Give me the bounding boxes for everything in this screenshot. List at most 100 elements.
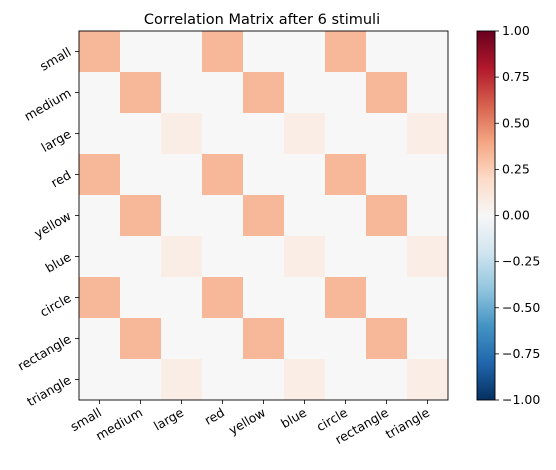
heatmap-cell	[407, 359, 449, 401]
heatmap-cell	[284, 277, 326, 319]
heatmap-cell	[284, 359, 326, 401]
heatmap-cell	[120, 359, 162, 401]
x-tick-label: medium	[93, 405, 145, 444]
y-tick-label: red	[48, 167, 73, 190]
heatmap-cell	[120, 31, 162, 73]
heatmap-cell	[243, 277, 285, 319]
x-tick-label: large	[151, 404, 186, 433]
heatmap-cell	[284, 72, 326, 114]
heatmap-cell	[161, 72, 203, 114]
heatmap-cell	[366, 31, 408, 73]
heatmap-cell	[243, 236, 285, 278]
heatmap-cell	[161, 318, 203, 360]
heatmap-cell	[243, 31, 285, 73]
colorbar	[476, 30, 496, 401]
colorbar-tick-label: −0.75	[502, 346, 540, 361]
heatmap-cell	[79, 72, 121, 114]
heatmap-cell	[407, 236, 449, 278]
heatmap-cell	[202, 195, 244, 237]
heatmap-cell	[120, 277, 162, 319]
y-tick-label: blue	[43, 249, 74, 276]
heatmap-cell	[202, 31, 244, 73]
heatmap-cell	[243, 359, 285, 401]
heatmap-cell	[366, 113, 408, 155]
heatmap-cell	[120, 195, 162, 237]
heatmap-cell	[325, 359, 367, 401]
heatmap-cell	[284, 195, 326, 237]
y-tick-label: rectangle	[15, 331, 74, 374]
x-tick-label: red	[202, 405, 227, 428]
heatmap-cell	[202, 72, 244, 114]
heatmap-cell	[161, 277, 203, 319]
heatmap-cell	[79, 277, 121, 319]
heatmap-cell	[284, 31, 326, 73]
heatmap-cell	[79, 154, 121, 196]
heatmap-cell	[325, 195, 367, 237]
heatmap-cell	[325, 154, 367, 196]
x-tick-label: yellow	[226, 405, 268, 438]
heatmap-cell	[161, 236, 203, 278]
heatmap-cell	[284, 113, 326, 155]
chart-title: Correlation Matrix after 6 stimuli	[144, 12, 380, 28]
y-tick-label: yellow	[31, 208, 73, 241]
heatmap-cell	[79, 318, 121, 360]
heatmap-cell	[366, 195, 408, 237]
heatmap-cell	[366, 277, 408, 319]
y-tick-label: large	[39, 126, 74, 155]
colorbar-tick-label: 1.00	[502, 23, 530, 38]
heatmap-cell	[202, 359, 244, 401]
heatmap-cell	[366, 359, 408, 401]
heatmap-cell	[161, 31, 203, 73]
heatmap-cell	[120, 154, 162, 196]
y-tick-label: triangle	[24, 372, 74, 409]
x-tick-label: triangle	[383, 404, 433, 441]
heatmap-cell	[161, 154, 203, 196]
heatmap-cell	[243, 113, 285, 155]
heatmap-cell	[79, 359, 121, 401]
colorbar-tick-label: 0.25	[502, 161, 530, 176]
heatmap-cell	[407, 113, 449, 155]
heatmap-cell	[120, 236, 162, 278]
colorbar-tick-label: −1.00	[502, 392, 540, 407]
heatmap-cell	[325, 113, 367, 155]
heatmap-cell	[120, 113, 162, 155]
colorbar-tick-label: 0.00	[502, 208, 530, 223]
heatmap-cell	[407, 277, 449, 319]
heatmap-cell	[407, 318, 449, 360]
heatmap-cell	[202, 318, 244, 360]
heatmap-cell	[120, 318, 162, 360]
heatmap-cell	[120, 72, 162, 114]
colorbar-tick-label: −0.25	[502, 254, 540, 269]
heatmap-cell	[407, 31, 449, 73]
heatmap-cell	[366, 72, 408, 114]
heatmap-cell	[325, 72, 367, 114]
heatmap-cell	[325, 31, 367, 73]
heatmap-cell	[161, 113, 203, 155]
heatmap-cell	[366, 318, 408, 360]
heatmap-cell	[243, 195, 285, 237]
heatmap-cell	[202, 277, 244, 319]
heatmap-cell	[325, 236, 367, 278]
colorbar-tick-label: 0.75	[502, 69, 530, 84]
heatmap-cell	[79, 113, 121, 155]
heatmap-cell	[202, 154, 244, 196]
y-tick-label: circle	[37, 290, 74, 320]
heatmap-cell	[243, 318, 285, 360]
x-tick-label: blue	[278, 404, 309, 431]
heatmap-cell	[407, 195, 449, 237]
heatmap-cell	[366, 154, 408, 196]
heatmap-cell	[79, 236, 121, 278]
colorbar-axis: 1.00 0.75 0.50 0.25 0.00 −0.25 −0.50 −0.75 −1.00	[495, 23, 540, 407]
heatmap-cell	[243, 72, 285, 114]
heatmap-cell	[161, 359, 203, 401]
colorbar-tick-label: −0.50	[502, 300, 540, 315]
heatmap-cell	[79, 195, 121, 237]
heatmap-cell	[366, 236, 408, 278]
y-tick-label: small	[37, 44, 73, 74]
heatmap-cell	[202, 236, 244, 278]
y-tick-label: medium	[22, 85, 74, 124]
heatmap-cell	[284, 236, 326, 278]
